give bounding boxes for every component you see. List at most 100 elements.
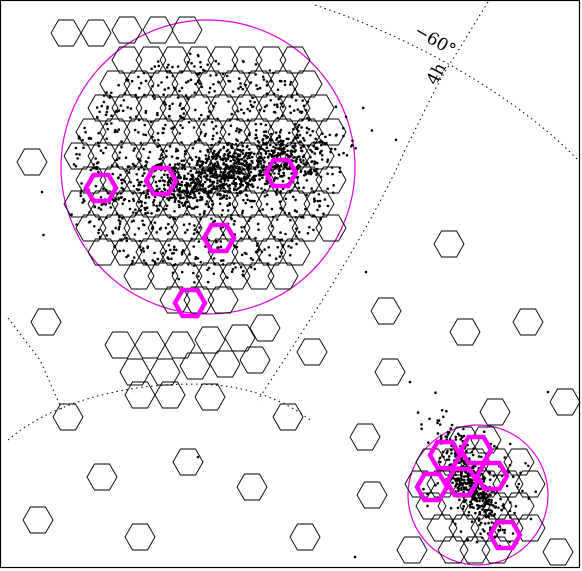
star-point [328, 133, 332, 137]
star-point [98, 110, 101, 114]
star-point [246, 118, 250, 122]
star-point [243, 173, 246, 176]
field-hexagon [459, 536, 491, 564]
star-point [117, 176, 120, 180]
star-point [468, 482, 471, 485]
highlight-hexagon [172, 287, 208, 319]
star-point [102, 151, 105, 155]
star-point [302, 186, 305, 189]
star-point [193, 228, 197, 231]
star-point [511, 532, 515, 535]
star-point [290, 246, 293, 249]
star-point [120, 181, 124, 185]
star-point [241, 149, 245, 152]
star-point [164, 207, 168, 211]
star-point [467, 511, 471, 514]
star-point [225, 182, 228, 186]
star-point [331, 172, 334, 176]
field-hexagon [207, 190, 239, 218]
star-point [521, 489, 524, 493]
star-point [235, 127, 239, 130]
star-point [456, 477, 460, 480]
field-hexagon [207, 238, 239, 266]
star-point [270, 153, 274, 157]
star-point [94, 157, 97, 160]
star-point [218, 137, 222, 140]
star-point [481, 508, 484, 511]
star-point [294, 144, 297, 148]
star-point [471, 498, 474, 501]
star-point [529, 517, 533, 521]
field-hexagon [267, 70, 299, 98]
star-point [478, 523, 481, 527]
field-hexagon [123, 166, 155, 194]
field-hexagon [514, 470, 546, 498]
star-point [153, 97, 156, 100]
star-point [490, 503, 493, 507]
star-point [228, 80, 232, 83]
star-point [174, 198, 177, 202]
highlight-hexagon [201, 222, 237, 254]
star-point [248, 162, 251, 166]
star-point [408, 380, 412, 384]
field-hexagon [159, 46, 191, 74]
star-point [436, 482, 440, 485]
star-point [97, 231, 100, 235]
star-point [176, 65, 180, 68]
star-point [477, 493, 481, 497]
star-point [277, 147, 281, 150]
star-point [173, 169, 177, 173]
highlight-hexagon [263, 157, 299, 189]
star-point [254, 129, 258, 132]
star-point [427, 441, 430, 444]
star-point [243, 159, 247, 162]
star-point [228, 187, 231, 190]
field-hexagon [194, 326, 226, 354]
star-point [206, 268, 209, 272]
star-point [165, 149, 168, 153]
star-point [152, 203, 155, 207]
star-point [244, 188, 248, 191]
star-point [199, 195, 202, 199]
star-point [105, 91, 108, 94]
field-hexagon [291, 214, 323, 242]
star-point [211, 168, 215, 171]
field-hexagon [296, 338, 328, 366]
star-point [288, 83, 292, 86]
star-point [202, 123, 206, 126]
star-point [261, 75, 265, 78]
star-point [226, 179, 230, 182]
field-hexagon [52, 403, 84, 431]
star-point [181, 204, 185, 207]
star-point [225, 149, 229, 153]
field-hexagon [437, 536, 469, 564]
star-point [161, 131, 164, 135]
star-point [100, 104, 104, 108]
star-point [457, 489, 460, 493]
star-point [78, 153, 81, 156]
star-point [189, 178, 192, 181]
star-point [74, 165, 78, 168]
star-point [185, 186, 188, 189]
star-point [302, 162, 305, 165]
star-point [200, 198, 204, 201]
star-point [447, 455, 451, 458]
star-point [228, 203, 231, 207]
star-point [488, 478, 492, 482]
star-point [234, 184, 237, 188]
star-point [220, 213, 224, 217]
star-point [230, 270, 234, 274]
star-point [218, 192, 222, 196]
star-point [193, 181, 196, 184]
star-point [468, 503, 472, 507]
star-point [320, 158, 324, 161]
field-hexagon [255, 142, 287, 170]
star-point [144, 194, 148, 197]
star-point [236, 148, 239, 151]
star-point [241, 152, 245, 155]
star-point [296, 181, 300, 185]
star-point [168, 114, 171, 118]
star-point [131, 211, 135, 214]
star-point [299, 146, 303, 149]
star-point [178, 132, 182, 135]
